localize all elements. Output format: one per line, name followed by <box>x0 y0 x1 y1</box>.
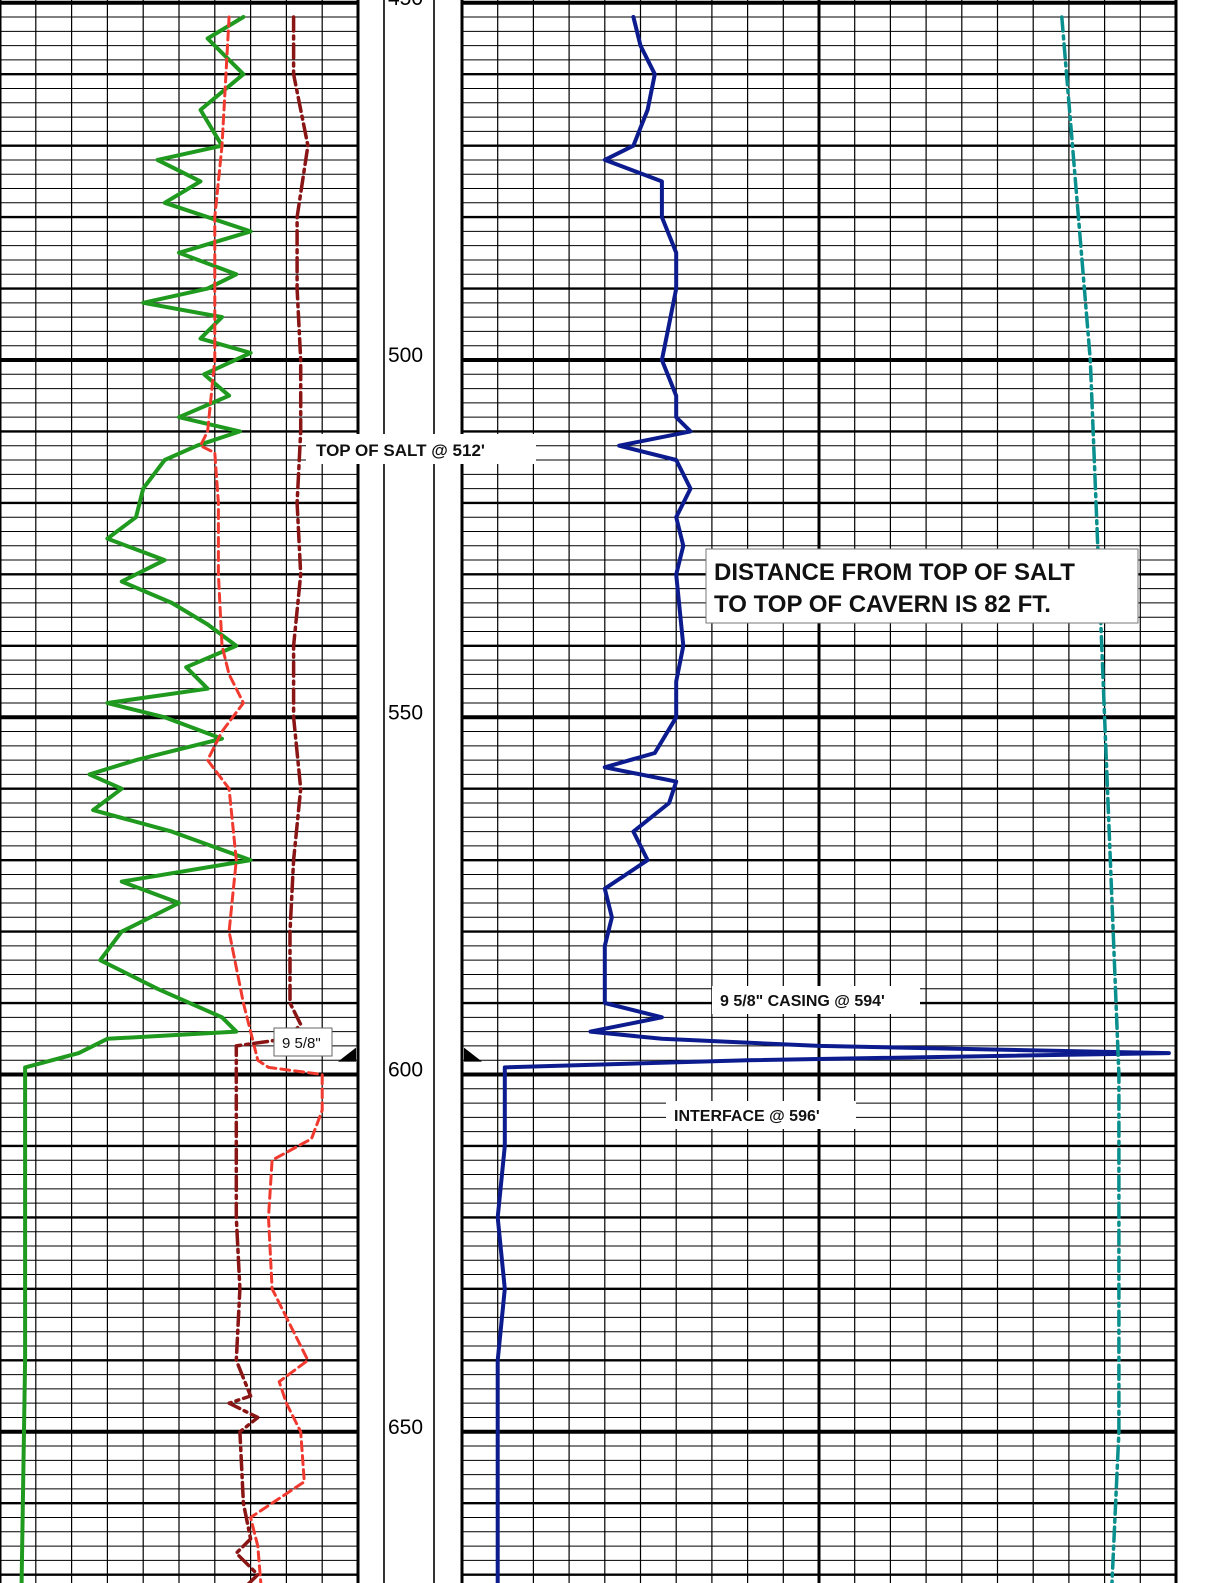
casing-marker-left <box>338 1047 356 1062</box>
curve-left-1 <box>199 15 324 1583</box>
depth-tick-label: 500 <box>388 344 423 367</box>
annotation-interface: INTERFACE @ 596' <box>666 1101 856 1129</box>
annotation-distance: DISTANCE FROM TOP OF SALT TO TOP OF CAVE… <box>705 548 1139 624</box>
log-curves <box>19 15 1171 1583</box>
depth-tick-label: 600 <box>388 1059 423 1082</box>
annotation-casing-text: 9 5/8" CASING @ 594' <box>720 993 885 1010</box>
casing-marker-right <box>464 1047 482 1062</box>
left-track-grid <box>0 0 360 1583</box>
annotation-casing: 9 5/8" CASING @ 594' <box>712 986 920 1014</box>
depth-tick-label: 550 <box>388 701 423 724</box>
curve-right-1 <box>1060 15 1121 1583</box>
annotation-top-of-salt-text: TOP OF SALT @ 512' <box>316 441 485 460</box>
casing-markers <box>338 1047 482 1062</box>
annotation-casing-small-text: 9 5/8" <box>282 1035 321 1052</box>
curve-right-0 <box>495 15 1171 1583</box>
annotation-interface-text: INTERFACE @ 596' <box>674 1108 820 1125</box>
curve-left-2 <box>227 15 310 1583</box>
annotation-distance-line-1: DISTANCE FROM TOP OF SALT <box>714 559 1075 586</box>
right-track-grid <box>460 0 1178 1583</box>
depth-tick-label: 650 <box>388 1416 423 1439</box>
curve-left-0 <box>19 15 253 1583</box>
depth-tick-label: 450 <box>388 0 423 10</box>
depth-axis: 450 500 550 600 650 <box>383 0 435 1583</box>
annotation-top-of-salt: TOP OF SALT @ 512' <box>306 434 536 464</box>
annotation-distance-line-2: TO TOP OF CAVERN IS 82 FT. <box>714 591 1051 618</box>
annotation-casing-small: 9 5/8" <box>273 1027 333 1057</box>
